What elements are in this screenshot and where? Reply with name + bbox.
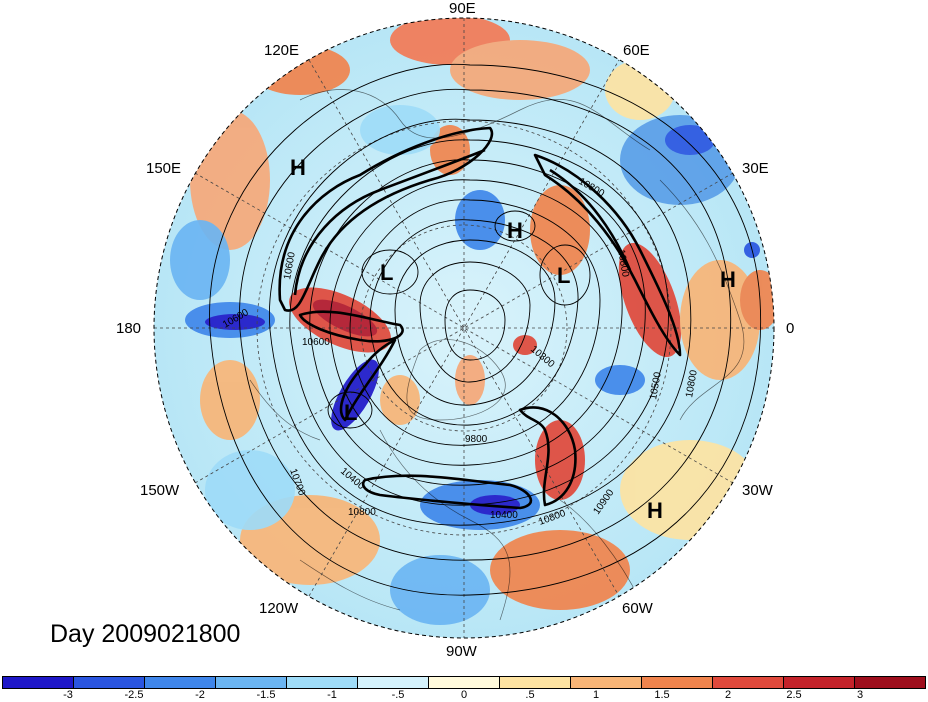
jet-stream-contours: [278, 126, 682, 510]
colorbar-tick-labels: -3 -2.5 -2 -1.5 -1 -.5 0 .5 1 1.5 2 2.5 3: [2, 689, 926, 702]
pressure-center-label: L: [557, 263, 570, 288]
colorbar-tick-label: -.5: [391, 689, 405, 701]
contour-label: 10500: [648, 371, 664, 401]
contour-label: 10800: [348, 507, 376, 518]
pressure-center-label: H: [507, 218, 523, 243]
longitude-label-120e: 120E: [264, 42, 300, 59]
colorbar-tick-label: .5: [525, 689, 535, 701]
pressure-center-label: H: [290, 155, 306, 180]
map-title: Day 2009021800: [50, 620, 241, 648]
graticule: [154, 18, 774, 638]
longitude-label-90e: 90E: [449, 0, 476, 17]
colorbar-tick-label: 3: [856, 689, 864, 701]
map-boundary: [153, 17, 775, 639]
longitude-label-150w: 150W: [140, 482, 180, 499]
colorbar-segment: [3, 677, 74, 688]
longitude-label-180: 180: [116, 320, 142, 337]
colorbar-tick-label: -2.5: [124, 689, 144, 701]
colorbar-tick-label: 2.5: [786, 689, 802, 701]
colorbar-segment: [145, 677, 216, 688]
pressure-center-label: L: [344, 400, 357, 425]
colorbar-tick-label: 1: [592, 689, 600, 701]
colorbar-tick-label: -2: [195, 689, 205, 701]
colorbar-segment: [287, 677, 358, 688]
pressure-center-label: H: [720, 267, 736, 292]
longitude-label-120w: 120W: [259, 600, 299, 617]
coastlines: [249, 89, 745, 621]
cold-anomaly-patches: [170, 105, 760, 625]
longitude-label-30e: 30E: [742, 160, 769, 177]
longitude-label-150e: 150E: [146, 160, 182, 177]
warm-anomaly-patches: [190, 18, 774, 610]
colorbar-tick-label: -1: [327, 689, 337, 701]
colorbar-segment: [571, 677, 642, 688]
contour-label: 9800: [465, 434, 488, 445]
colorbar-segment: [855, 677, 925, 688]
anomaly-field: [154, 18, 774, 638]
contour-label: 10600: [302, 337, 330, 348]
colorbar-tick-label: 1.5: [654, 689, 670, 701]
colorbar-tick-label: -1.5: [256, 689, 276, 701]
pressure-center-label: H: [647, 498, 663, 523]
longitude-label-60w: 60W: [622, 600, 653, 617]
longitude-label-30w: 30W: [742, 482, 773, 499]
colorbar-segment: [642, 677, 713, 688]
longitude-label-60e: 60E: [623, 42, 650, 59]
contour-label: 10400: [490, 510, 518, 521]
colorbar-segment: [358, 677, 429, 688]
longitude-label-90w: 90W: [446, 643, 477, 660]
colorbar-tick-label: 2: [724, 689, 732, 701]
contour-label: 10800: [684, 369, 700, 399]
colorbar-segment: [216, 677, 287, 688]
colorbar-segment: [500, 677, 571, 688]
colorbar-segment: [713, 677, 784, 688]
pressure-centers: H H L L L H H: [290, 155, 736, 523]
colorbar: [2, 676, 926, 689]
colorbar-tick-label: -3: [63, 689, 73, 701]
colorbar-segment: [74, 677, 145, 688]
colorbar-tick-label: 0: [460, 689, 468, 701]
longitude-label-0: 0: [786, 320, 795, 337]
contour-label: 10800: [615, 249, 631, 279]
colorbar-segment: [784, 677, 855, 688]
pressure-center-label: L: [380, 260, 393, 285]
contour-label: 10600: [282, 251, 298, 281]
colorbar-segment: [429, 677, 500, 688]
